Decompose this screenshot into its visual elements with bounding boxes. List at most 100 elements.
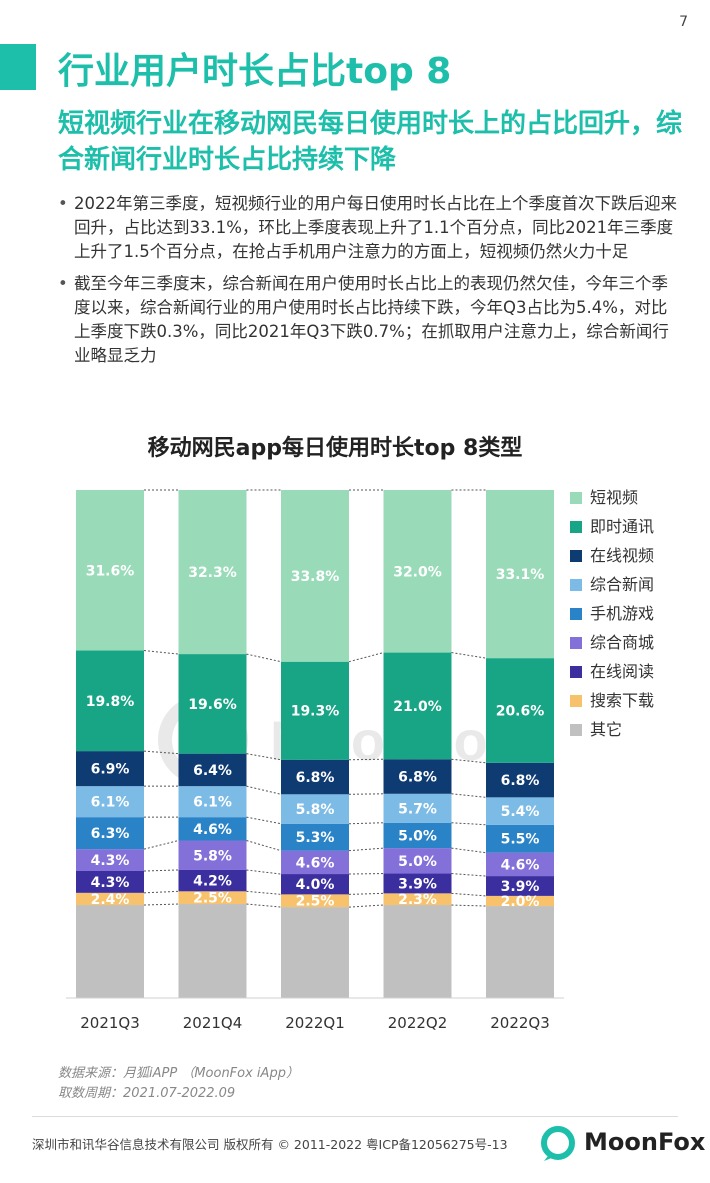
data-label: 5.0%: [398, 828, 437, 844]
brand-name: MoonFox: [584, 1128, 706, 1156]
bar-segment: [486, 762, 554, 798]
connector-line: [246, 653, 282, 663]
legend-swatch: [570, 492, 582, 504]
data-label: 4.0%: [296, 877, 335, 893]
connector-line: [246, 903, 282, 908]
connector-line: [348, 822, 384, 825]
legend-label: 综合商城: [590, 633, 654, 652]
legend-swatch: [570, 695, 582, 707]
data-label: 33.1%: [496, 567, 545, 583]
connector-line: [246, 869, 282, 875]
legend-swatch: [570, 637, 582, 649]
data-label: 2.3%: [398, 892, 437, 908]
data-label: 6.9%: [91, 762, 130, 778]
legend-label: 综合新闻: [590, 575, 654, 594]
bar-segment: [76, 490, 144, 651]
bar-segment: [486, 906, 554, 998]
data-label: 2.5%: [193, 891, 232, 907]
legend-label: 搜索下载: [590, 691, 654, 710]
data-label: 2.5%: [296, 894, 335, 910]
connector-line: [348, 652, 384, 663]
bar-segment: [178, 786, 247, 818]
bar-segment: [178, 753, 247, 787]
connector-line: [246, 816, 282, 825]
title-accent-bar: [0, 44, 36, 90]
bar-segment: [383, 490, 452, 653]
bar-segment: [178, 869, 247, 892]
page-number: 7: [679, 14, 688, 30]
bar-segment: [281, 874, 349, 895]
data-label: 6.8%: [398, 770, 437, 786]
legend-label: 在线阅读: [590, 662, 654, 681]
bar-segment: [383, 893, 452, 906]
bar-segment: [383, 905, 452, 998]
connector-line: [451, 873, 487, 877]
data-label: 5.7%: [398, 801, 437, 817]
data-label: 2.0%: [501, 894, 540, 910]
data-label: 21.0%: [393, 699, 442, 715]
data-label: 5.3%: [296, 830, 335, 846]
bar-segment: [486, 876, 554, 896]
connector-line: [143, 869, 179, 872]
bar-segment: [178, 654, 247, 754]
data-label: 5.0%: [398, 854, 437, 870]
data-label: 32.3%: [188, 565, 237, 581]
bar-segment: [383, 759, 452, 794]
bar-segment: [486, 658, 554, 763]
data-label: 19.6%: [188, 697, 237, 713]
data-label: 6.8%: [296, 770, 335, 786]
bar-segment: [486, 797, 554, 825]
bar-segment: [76, 892, 144, 906]
bar-segment: [281, 850, 349, 875]
connector-line: [246, 753, 282, 761]
bar-segment: [76, 650, 144, 752]
connector-line: [451, 892, 487, 897]
bar-segment: [76, 786, 144, 818]
bar-segment: [76, 849, 144, 871]
data-label: 4.3%: [91, 853, 130, 869]
legend-label: 手机游戏: [590, 604, 654, 623]
bar-segment: [281, 661, 349, 760]
legend-swatch: [570, 608, 582, 620]
bullet-list: 2022年第三季度，短视频行业的用户每日使用时长占比在上个季度首次下跌后迎来回升…: [58, 192, 678, 376]
bar-segment: [383, 873, 452, 894]
connector-line: [143, 903, 179, 906]
legend-label: 其它: [590, 720, 622, 739]
stacked-bar-chart: MoonFox 2.4%4.3%4.3%6.3%6.1%6.9%19.8%31.…: [66, 488, 654, 1032]
connector-line: [451, 904, 487, 907]
connector-line: [348, 904, 384, 908]
bar-segment: [383, 848, 452, 874]
connector-line: [451, 758, 487, 764]
data-label: 5.4%: [501, 804, 540, 820]
connector-line: [348, 847, 384, 852]
data-label: 32.0%: [393, 564, 442, 580]
data-label: 2.4%: [91, 892, 130, 908]
bar-segment: [281, 794, 349, 824]
bullet-item: 截至今年三季度末，综合新闻在用户使用时长占比上的表现仍然欠佳，今年三个季度以来，…: [58, 272, 678, 368]
connector-line: [451, 847, 487, 854]
legend-swatch: [570, 521, 582, 533]
bar-segment: [178, 817, 247, 841]
data-label: 4.6%: [193, 822, 232, 838]
legend-swatch: [570, 579, 582, 591]
data-label: 5.8%: [193, 848, 232, 864]
data-label: 4.2%: [193, 874, 232, 890]
data-label: 6.1%: [91, 795, 130, 811]
data-source: 数据来源：月狐iAPP （MoonFox iApp） 取数周期：2021.07-…: [58, 1064, 299, 1104]
bar-segment: [281, 490, 349, 662]
data-label: 6.1%: [193, 795, 232, 811]
bar-segment: [486, 895, 554, 907]
data-label: 31.6%: [86, 563, 135, 579]
data-label: 3.9%: [501, 879, 540, 895]
data-label: 5.8%: [296, 802, 335, 818]
bar-segment: [281, 759, 349, 795]
bar-segment: [383, 652, 452, 760]
data-label: 6.8%: [501, 773, 540, 789]
bar-segment: [178, 840, 247, 870]
x-tick-label: 2022Q2: [388, 1014, 448, 1032]
legend-label: 在线视频: [590, 546, 654, 565]
bar-segment: [281, 907, 349, 998]
connector-line: [451, 822, 487, 826]
connector-line: [246, 785, 282, 795]
data-label: 19.3%: [291, 704, 340, 720]
